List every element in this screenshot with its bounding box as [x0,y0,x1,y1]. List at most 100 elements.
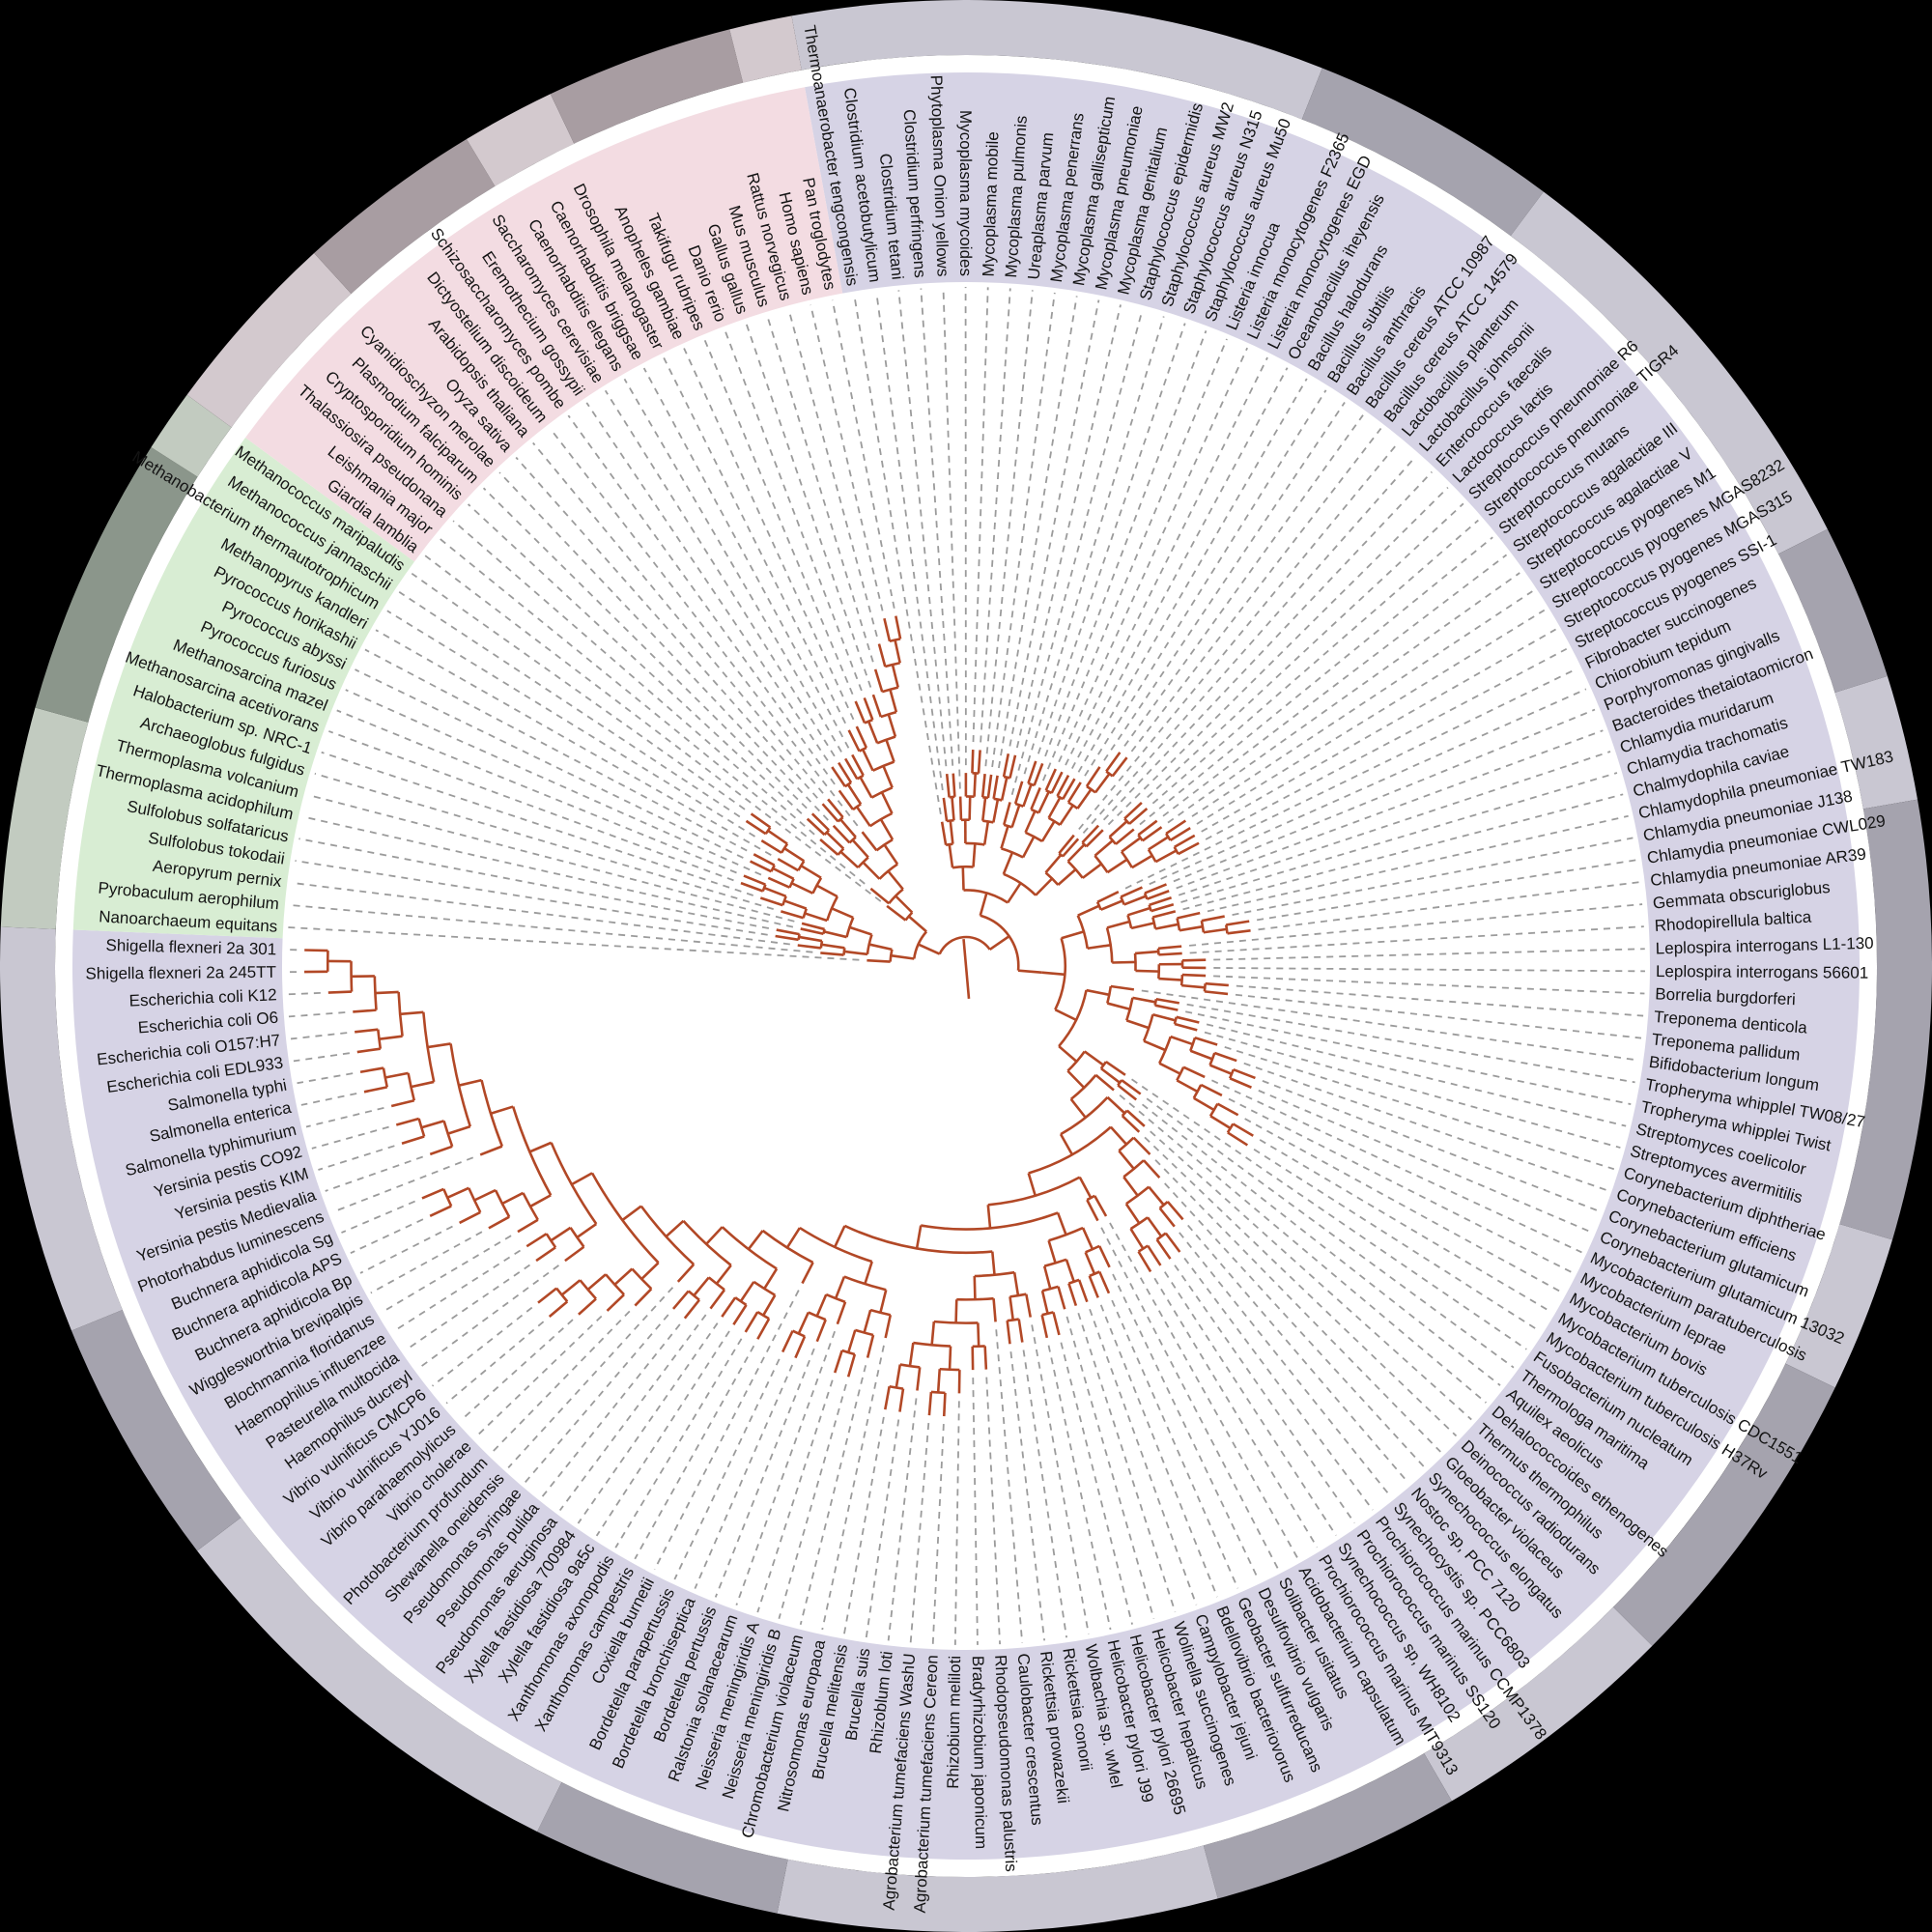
guide-line [498,471,829,821]
ring-segment [1834,675,1918,810]
guide-line [1224,1046,1615,1171]
branch-radial [1040,820,1056,842]
branch-arc [1028,1125,1112,1175]
branch-radial [973,773,978,797]
branch-radial [981,797,987,821]
branch-radial [838,761,853,783]
branch-radial [1062,778,1076,800]
branch-radial [847,729,861,753]
branch-radial [446,1186,469,1199]
guide-line [1259,1139,1551,1313]
branch-radial [640,1262,660,1280]
branch-radial [1151,910,1177,919]
branch-radial [1056,1212,1067,1236]
branch-radial [968,796,972,820]
guide-line [311,1125,389,1150]
domain-sector-archaea [72,438,415,939]
branch-radial [1131,854,1153,869]
guide-line [507,1287,674,1468]
ring-segment [197,1517,562,1833]
branch-radial [986,1205,992,1229]
guide-line [491,1310,631,1454]
branch-radial [790,882,813,895]
branch-arc [858,746,867,753]
branch-radial [1002,753,1010,778]
guide-line [288,1011,346,1018]
branch-radial [836,1301,847,1325]
branch-arc [382,1067,389,1088]
branch-radial [1106,920,1130,929]
branch-radial [1106,858,1128,874]
branch-radial [479,1145,503,1156]
branch-radial [1152,1013,1177,1022]
branch-radial [1059,804,1074,826]
guide-line [1258,1090,1592,1234]
ring-segment [1785,1224,1893,1388]
branch-radial [781,910,805,920]
guide-line [293,1052,350,1063]
branch-radial [958,796,963,820]
branch-radial [501,1191,525,1206]
branch-radial [915,1225,923,1249]
branch-radial [756,1318,771,1340]
branch-arc [1203,983,1207,992]
branch-arc [980,914,1020,971]
branch-radial [683,1298,700,1320]
branch-radial [1066,781,1082,804]
branch-arc [799,1226,873,1264]
guide-line [683,348,855,721]
branch-radial [798,935,823,943]
branch-arc [1066,1050,1086,1072]
domain-sectors [71,72,1860,1861]
branch-radial [851,838,869,859]
guide-line [1123,414,1364,747]
branch-radial [986,774,993,799]
guide-line [341,1200,415,1234]
branch-radial [1077,1279,1089,1303]
branch-radial [1200,1083,1223,1097]
guide-line [787,310,878,638]
branch-radial [887,714,897,738]
branch-radial [1154,849,1178,864]
branch-radial [1232,1122,1254,1137]
branch-radial [877,643,887,668]
guide-line [1262,1080,1600,1212]
branch-radial [537,1287,557,1304]
ring-segment [1424,1606,1653,1802]
branch-radial [1176,1015,1200,1024]
branch-radial [1058,834,1075,855]
branch-radial [1110,984,1135,991]
branch-arc [1058,989,1088,1047]
leaf-label: Bradyrhizobium japonicum [969,1656,990,1850]
guide-line [1179,1232,1391,1497]
branch-radial [1108,820,1128,838]
branch-radial [1170,1035,1194,1046]
guide-line [1100,1227,1279,1570]
branch-radial [927,1391,933,1416]
guide-line [350,1218,424,1254]
branch-radial [1137,819,1158,837]
branch-radial [838,789,855,810]
guide-line [745,323,872,688]
branch-radial [753,853,776,867]
guide-line [1187,1224,1408,1483]
branch-radial [942,1392,947,1417]
branch-radial [1141,826,1163,842]
branch-radial [395,1117,419,1126]
guide-line [1077,1312,1177,1613]
branch-radial [528,1141,553,1153]
branch-arc [1043,1258,1067,1267]
branch-radial [1087,944,1111,951]
branch-arc [939,1367,960,1372]
branch-radial [1037,790,1050,813]
guide-line [1141,1103,1501,1386]
branch-radial [363,1086,388,1094]
branch-radial [1204,990,1229,996]
branch-radial [1129,1228,1145,1250]
branch-radial [949,820,954,844]
branch-radial [676,1264,696,1283]
branch-radial [586,1273,607,1291]
branch-radial [747,1230,764,1250]
branch-radial [1100,1067,1121,1084]
branch-radial [355,1028,379,1034]
